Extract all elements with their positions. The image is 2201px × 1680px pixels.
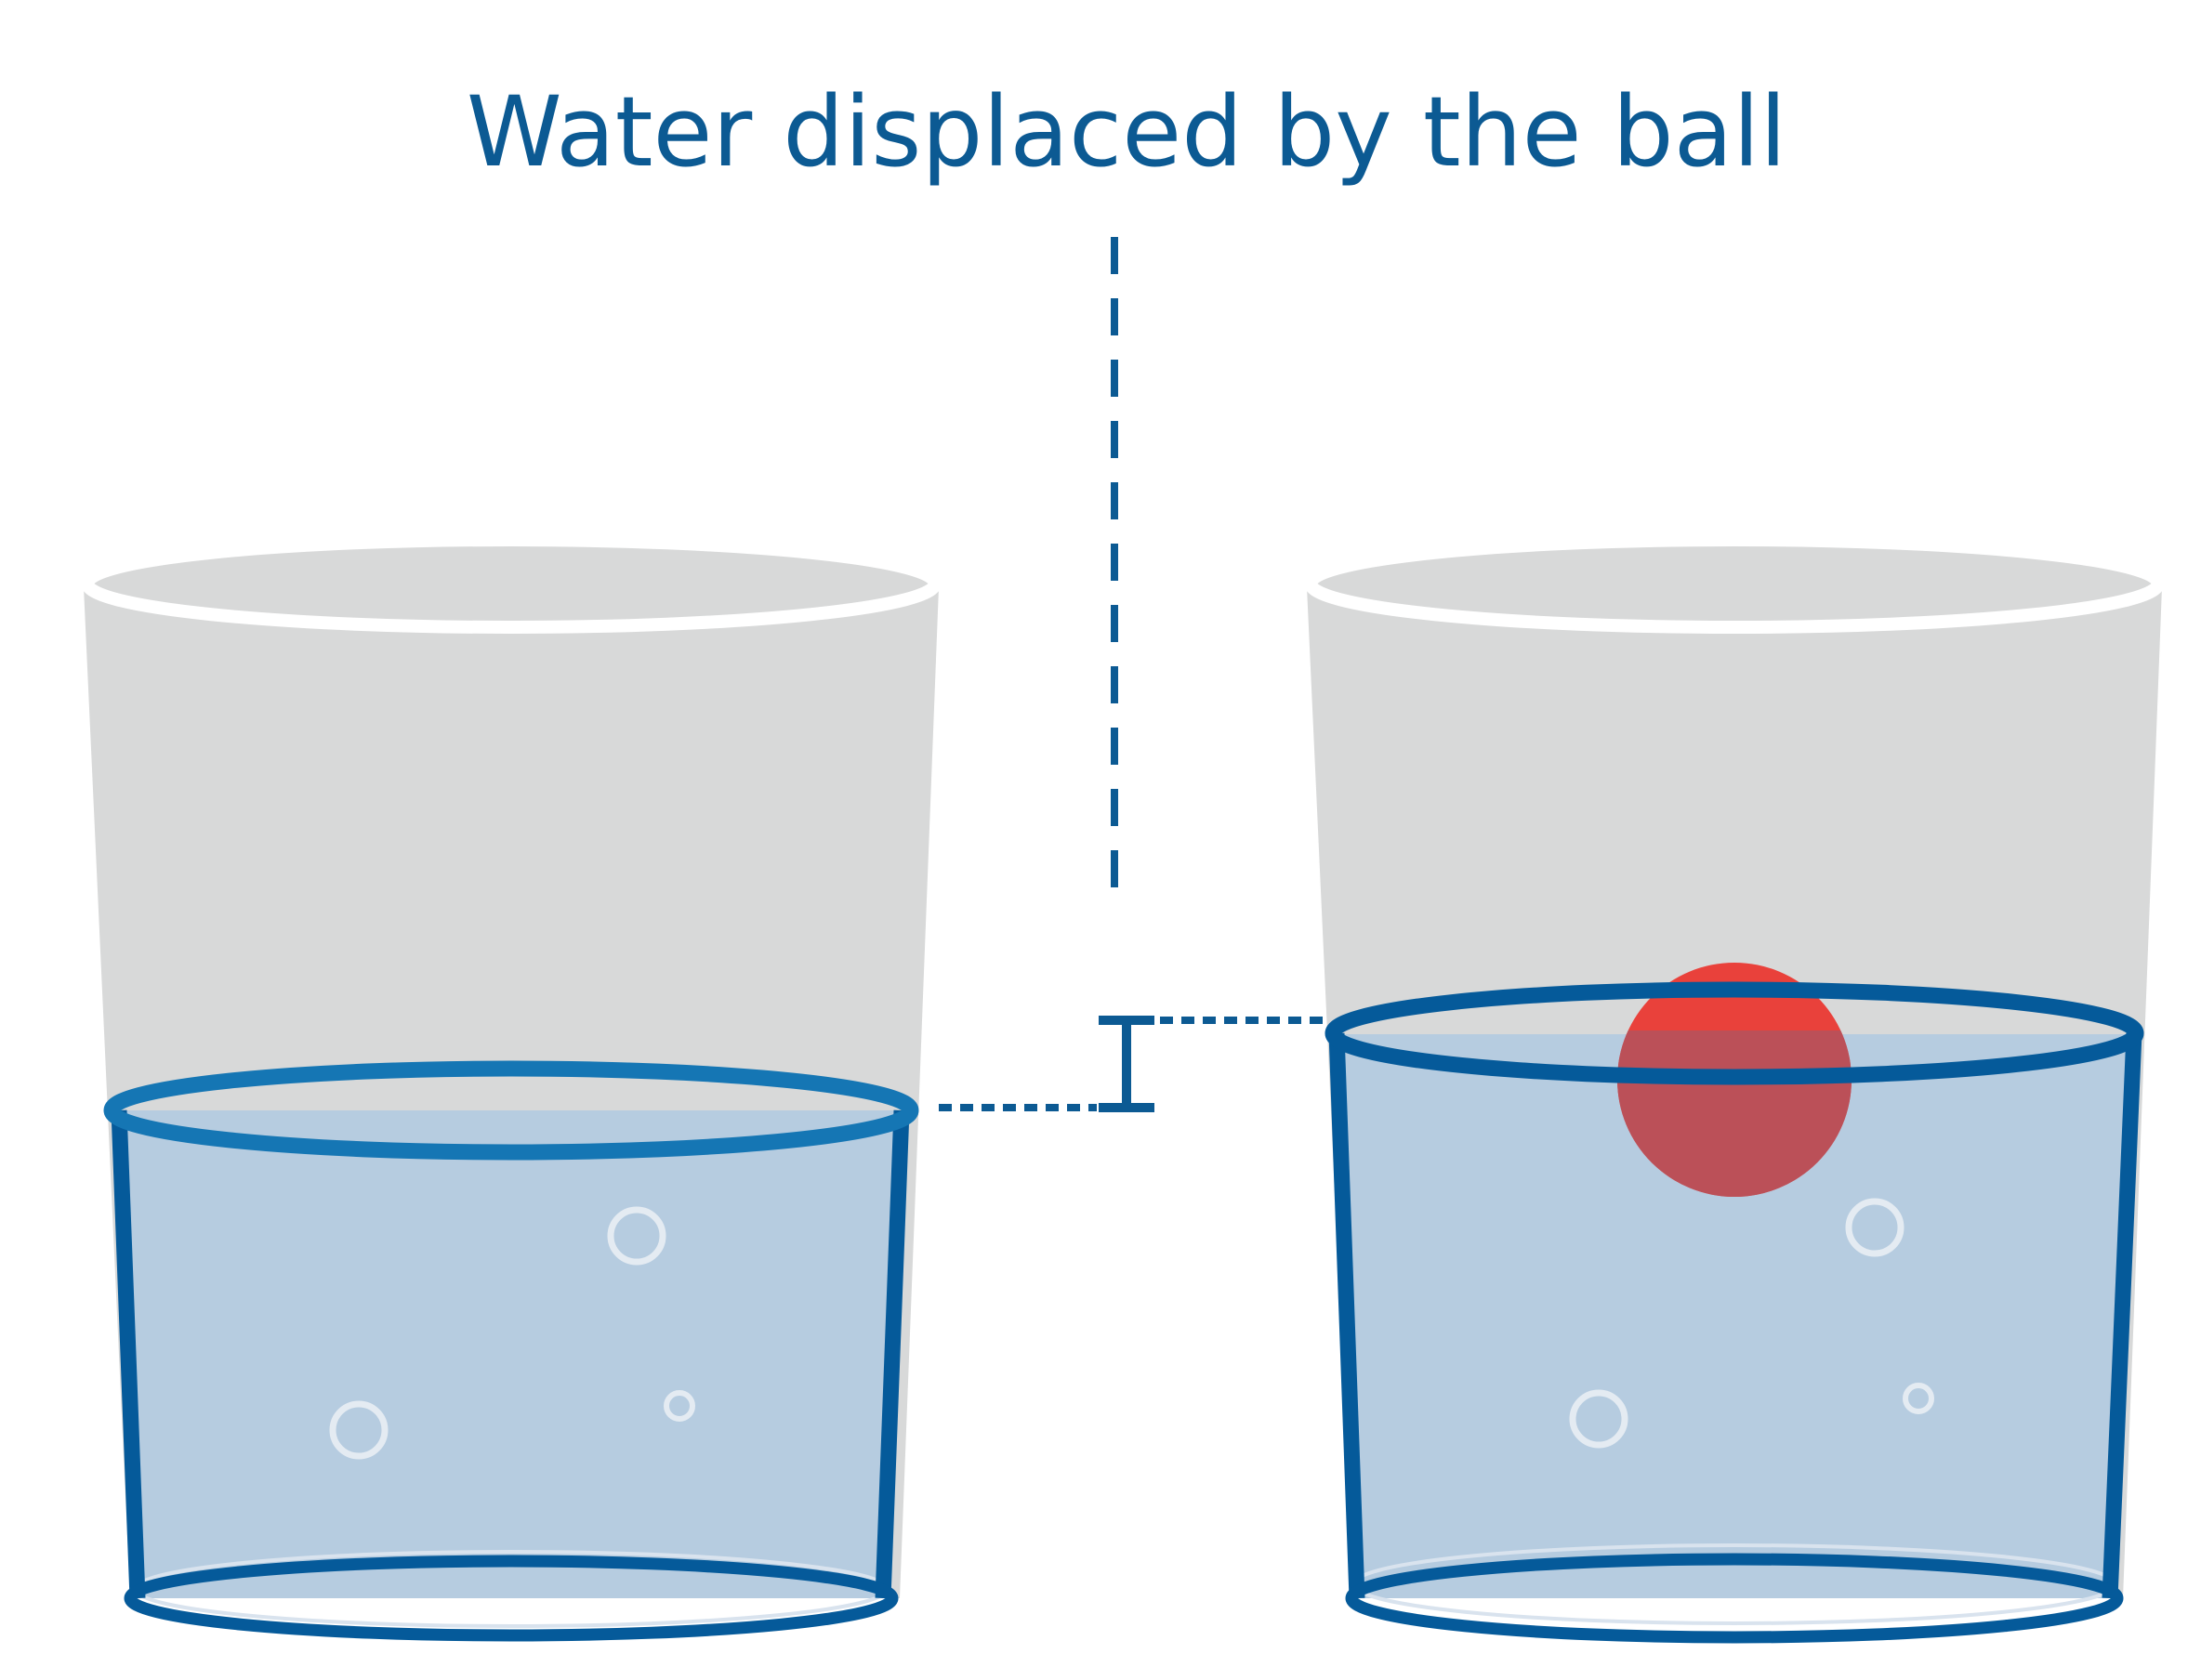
water-bottom-outline <box>124 1555 899 1642</box>
glass-rim <box>81 533 942 634</box>
glass-with-ball <box>1304 533 2165 1644</box>
glass-without-ball <box>81 533 942 1642</box>
bubble <box>329 1400 389 1460</box>
water-right-edge <box>2102 1032 2142 1599</box>
diagram-title: Water displaced by the ball <box>467 75 1786 189</box>
water-right-edge <box>875 1109 910 1599</box>
level-difference-bracket <box>1099 1016 1154 1112</box>
bubble <box>1845 1198 1904 1257</box>
bubble <box>1903 1383 1934 1414</box>
bubble <box>607 1206 666 1266</box>
bubble <box>1569 1389 1628 1449</box>
water-left-edge <box>111 1109 146 1599</box>
water-left-edge <box>1328 1032 1365 1599</box>
water-body <box>115 1110 909 1598</box>
water-body <box>1333 1034 2136 1598</box>
bubble <box>664 1390 695 1422</box>
glass-rim <box>1304 533 2165 634</box>
water-surface <box>1325 981 2144 1085</box>
water-surface <box>103 1060 919 1161</box>
water-bottom-outline <box>1345 1553 2124 1644</box>
